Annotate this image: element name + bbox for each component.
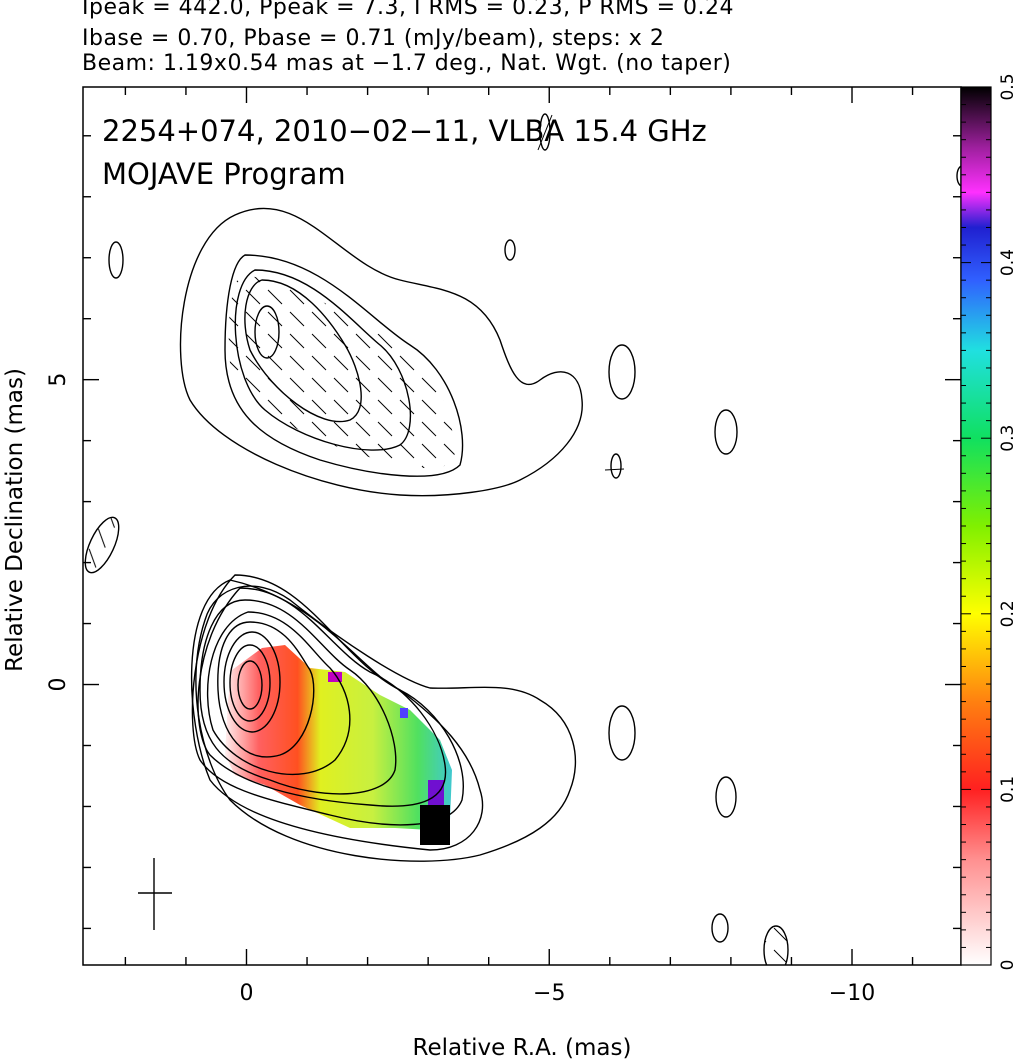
header-line-1: Ipeak = 442.0, Ppeak = 7.3, I RMS = 0.23…	[82, 0, 734, 20]
x-tick-label: −5	[533, 981, 565, 1006]
intensity-contours	[84, 113, 961, 965]
beam-cross	[138, 858, 172, 930]
plot-title: 2254+074, 2010−02−11, VLBA 15.4 GHz	[102, 114, 707, 148]
y-tick-label: 0	[46, 678, 71, 692]
y-axis-label: Relative Declination (mas)	[2, 368, 28, 672]
colorbar-tick-label: 0.5	[998, 73, 1018, 100]
colorbar-tick-label: 0.4	[998, 249, 1018, 276]
colorbar-tick-label: 0.2	[998, 600, 1018, 627]
x-tick-label: 0	[239, 981, 253, 1006]
colorbar-tick-labels: 0 0.1 0.2 0.3 0.4 0.5	[998, 73, 1018, 970]
fractional-polarization-overlay	[225, 645, 452, 845]
colorbar-tick-label: 0.3	[998, 425, 1018, 452]
x-tick-label: −10	[829, 981, 875, 1006]
plot-frame	[82, 86, 962, 966]
header-line-3: Beam: 1.19x0.54 mas at −1.7 deg., Nat. W…	[82, 51, 732, 76]
polarization-vectors	[85, 114, 788, 965]
colorbar-tick-label: 0	[998, 960, 1018, 971]
colorbar-ticks	[961, 86, 991, 966]
header-line-2: Ibase = 0.70, Pbase = 0.71 (mJy/beam), s…	[82, 26, 665, 51]
axis-ticks	[83, 87, 961, 965]
y-tick-label: 5	[46, 373, 71, 387]
x-axis-label: Relative R.A. (mas)	[413, 1035, 632, 1061]
colorbar-tick-label: 0.1	[998, 776, 1018, 803]
axis-tick-labels: 0 −5 −10 0 5	[46, 373, 875, 1006]
plot-subtitle: MOJAVE Program	[102, 157, 346, 191]
